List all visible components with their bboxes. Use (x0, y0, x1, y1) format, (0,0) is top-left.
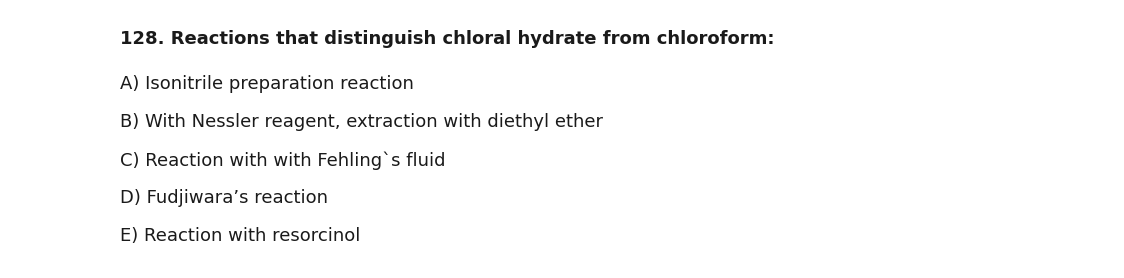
Text: E) Reaction with resorcinol: E) Reaction with resorcinol (120, 227, 361, 245)
Text: A) Isonitrile preparation reaction: A) Isonitrile preparation reaction (120, 75, 414, 93)
Text: B) With Nessler reagent, extraction with diethyl ether: B) With Nessler reagent, extraction with… (120, 113, 604, 131)
Text: D) Fudjiwara’s reaction: D) Fudjiwara’s reaction (120, 189, 328, 207)
Text: C) Reaction with with Fehling`s fluid: C) Reaction with with Fehling`s fluid (120, 151, 446, 170)
Text: 128. Reactions that distinguish chloral hydrate from chloroform:: 128. Reactions that distinguish chloral … (120, 30, 774, 48)
